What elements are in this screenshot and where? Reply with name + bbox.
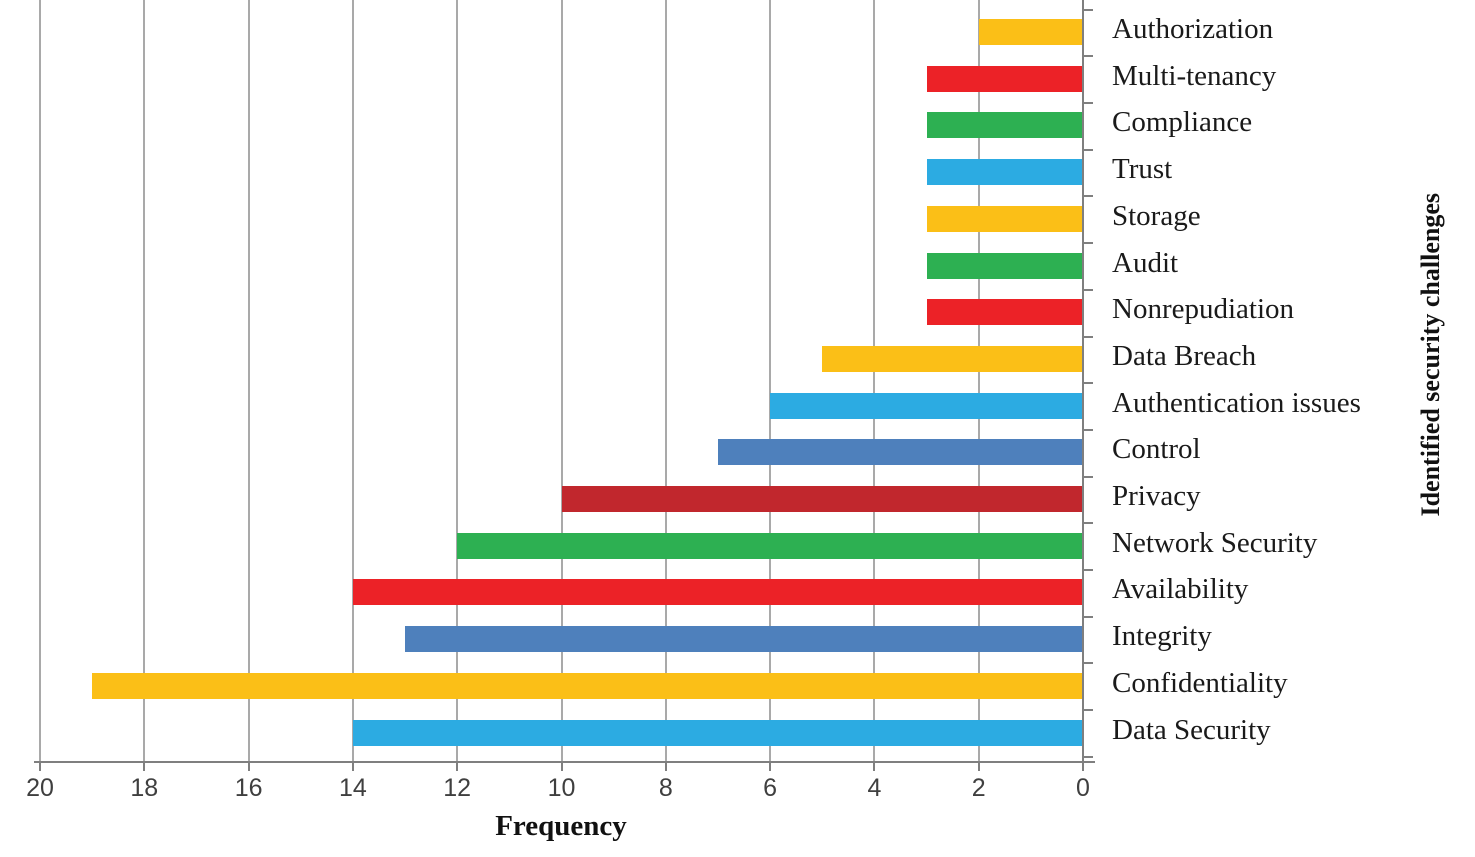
x-tick-label-18: 18	[130, 774, 159, 802]
y-axis-tick-6	[1083, 288, 1093, 291]
category-label-authorization: Authorization	[1112, 13, 1274, 45]
x-axis-tick-2	[977, 761, 980, 771]
x-axis-title: Frequency	[495, 810, 627, 842]
bar-privacy	[561, 486, 1083, 512]
category-label-trust: Trust	[1112, 153, 1173, 186]
bar-storage	[926, 205, 1083, 232]
x-axis-tick-18	[143, 761, 146, 771]
bar-network-security	[457, 532, 1083, 559]
category-label-authentication-issues: Authentication issues	[1112, 386, 1361, 419]
x-tick-label-6: 6	[763, 774, 778, 802]
y-axis-tick-16	[1083, 755, 1093, 758]
y-axis-tick-4	[1083, 195, 1093, 198]
y-axis-tick-9	[1083, 428, 1093, 431]
bar-authentication-issues	[770, 392, 1083, 419]
category-label-data-breach: Data Breach	[1112, 339, 1257, 372]
bar-data-security	[352, 719, 1083, 746]
category-label-privacy: Privacy	[1112, 480, 1201, 512]
category-label-compliance: Compliance	[1112, 106, 1253, 139]
gridline-x-14	[351, 0, 354, 761]
y-axis-tick-14	[1083, 662, 1093, 665]
y-axis-title-container: Identified security challenges	[1398, 130, 1464, 580]
category-label-nonrepudiation: Nonrepudiation	[1112, 293, 1295, 326]
gridline-x-4	[873, 0, 876, 761]
x-tick-label-16: 16	[234, 774, 263, 802]
gridline-x-18	[143, 0, 146, 761]
gridline-x-20	[39, 0, 41, 761]
x-tick-label-20: 20	[26, 774, 54, 802]
y-axis-tick-7	[1083, 335, 1093, 338]
bar-audit	[926, 252, 1083, 279]
x-tick-label-0: 0	[1076, 774, 1090, 802]
y-axis-tick-1	[1083, 55, 1093, 58]
x-axis-tick-10	[560, 761, 563, 771]
x-axis-tick-4	[873, 761, 876, 771]
bar-authorization	[978, 19, 1083, 45]
y-axis-tick-2	[1083, 102, 1093, 105]
bar-control	[717, 439, 1083, 466]
x-axis-line	[34, 761, 1095, 763]
x-axis-tick-20	[39, 761, 41, 771]
category-label-multi-tenancy: Multi-tenancy	[1112, 59, 1277, 92]
gridline-x-16	[247, 0, 250, 761]
gridline-x-10	[560, 0, 563, 761]
category-label-availability: Availability	[1112, 573, 1249, 606]
y-axis-tick-0	[1083, 8, 1093, 11]
category-label-confidentiality: Confidentiality	[1112, 666, 1288, 699]
category-label-audit: Audit	[1112, 246, 1179, 279]
category-label-network-security: Network Security	[1112, 526, 1318, 559]
bar-integrity	[405, 626, 1083, 653]
x-tick-label-4: 4	[867, 774, 882, 802]
category-label-control: Control	[1112, 433, 1201, 466]
x-tick-label-8: 8	[658, 774, 673, 802]
x-tick-label-10: 10	[547, 774, 576, 802]
category-label-integrity: Integrity	[1112, 620, 1212, 653]
y-axis-tick-8	[1083, 382, 1093, 385]
bar-multi-tenancy	[926, 65, 1083, 92]
y-axis-tick-5	[1083, 242, 1093, 245]
gridline-x-12	[456, 0, 459, 761]
x-axis-tick-14	[351, 761, 354, 771]
y-axis-title: Identified security challenges	[1416, 193, 1445, 517]
category-label-data-security: Data Security	[1112, 713, 1271, 746]
y-axis-tick-12	[1083, 569, 1093, 572]
x-tick-label-2: 2	[971, 774, 986, 802]
x-tick-label-14: 14	[338, 774, 367, 802]
bar-nonrepudiation	[926, 299, 1083, 326]
x-axis-tick-8	[664, 761, 667, 771]
x-axis-tick-0	[1082, 761, 1084, 771]
bar-trust	[926, 159, 1083, 186]
gridline-x-2	[977, 0, 980, 761]
y-axis-tick-15	[1083, 709, 1093, 712]
bar-availability	[352, 579, 1083, 606]
gridline-x-6	[769, 0, 772, 761]
y-axis-tick-3	[1083, 148, 1093, 151]
category-label-storage: Storage	[1112, 199, 1201, 232]
y-axis-tick-11	[1083, 522, 1093, 525]
x-axis-tick-16	[247, 761, 250, 771]
bar-compliance	[926, 112, 1083, 139]
x-axis-tick-6	[769, 761, 772, 771]
bar-confidentiality	[92, 672, 1083, 699]
gridline-x-8	[664, 0, 667, 761]
x-axis-tick-12	[456, 761, 459, 771]
x-tick-label-12: 12	[443, 774, 472, 802]
y-axis-tick-10	[1083, 475, 1093, 478]
bar-data-breach	[822, 345, 1083, 372]
y-axis-tick-13	[1083, 615, 1093, 618]
y-axis-line	[1082, 0, 1084, 762]
